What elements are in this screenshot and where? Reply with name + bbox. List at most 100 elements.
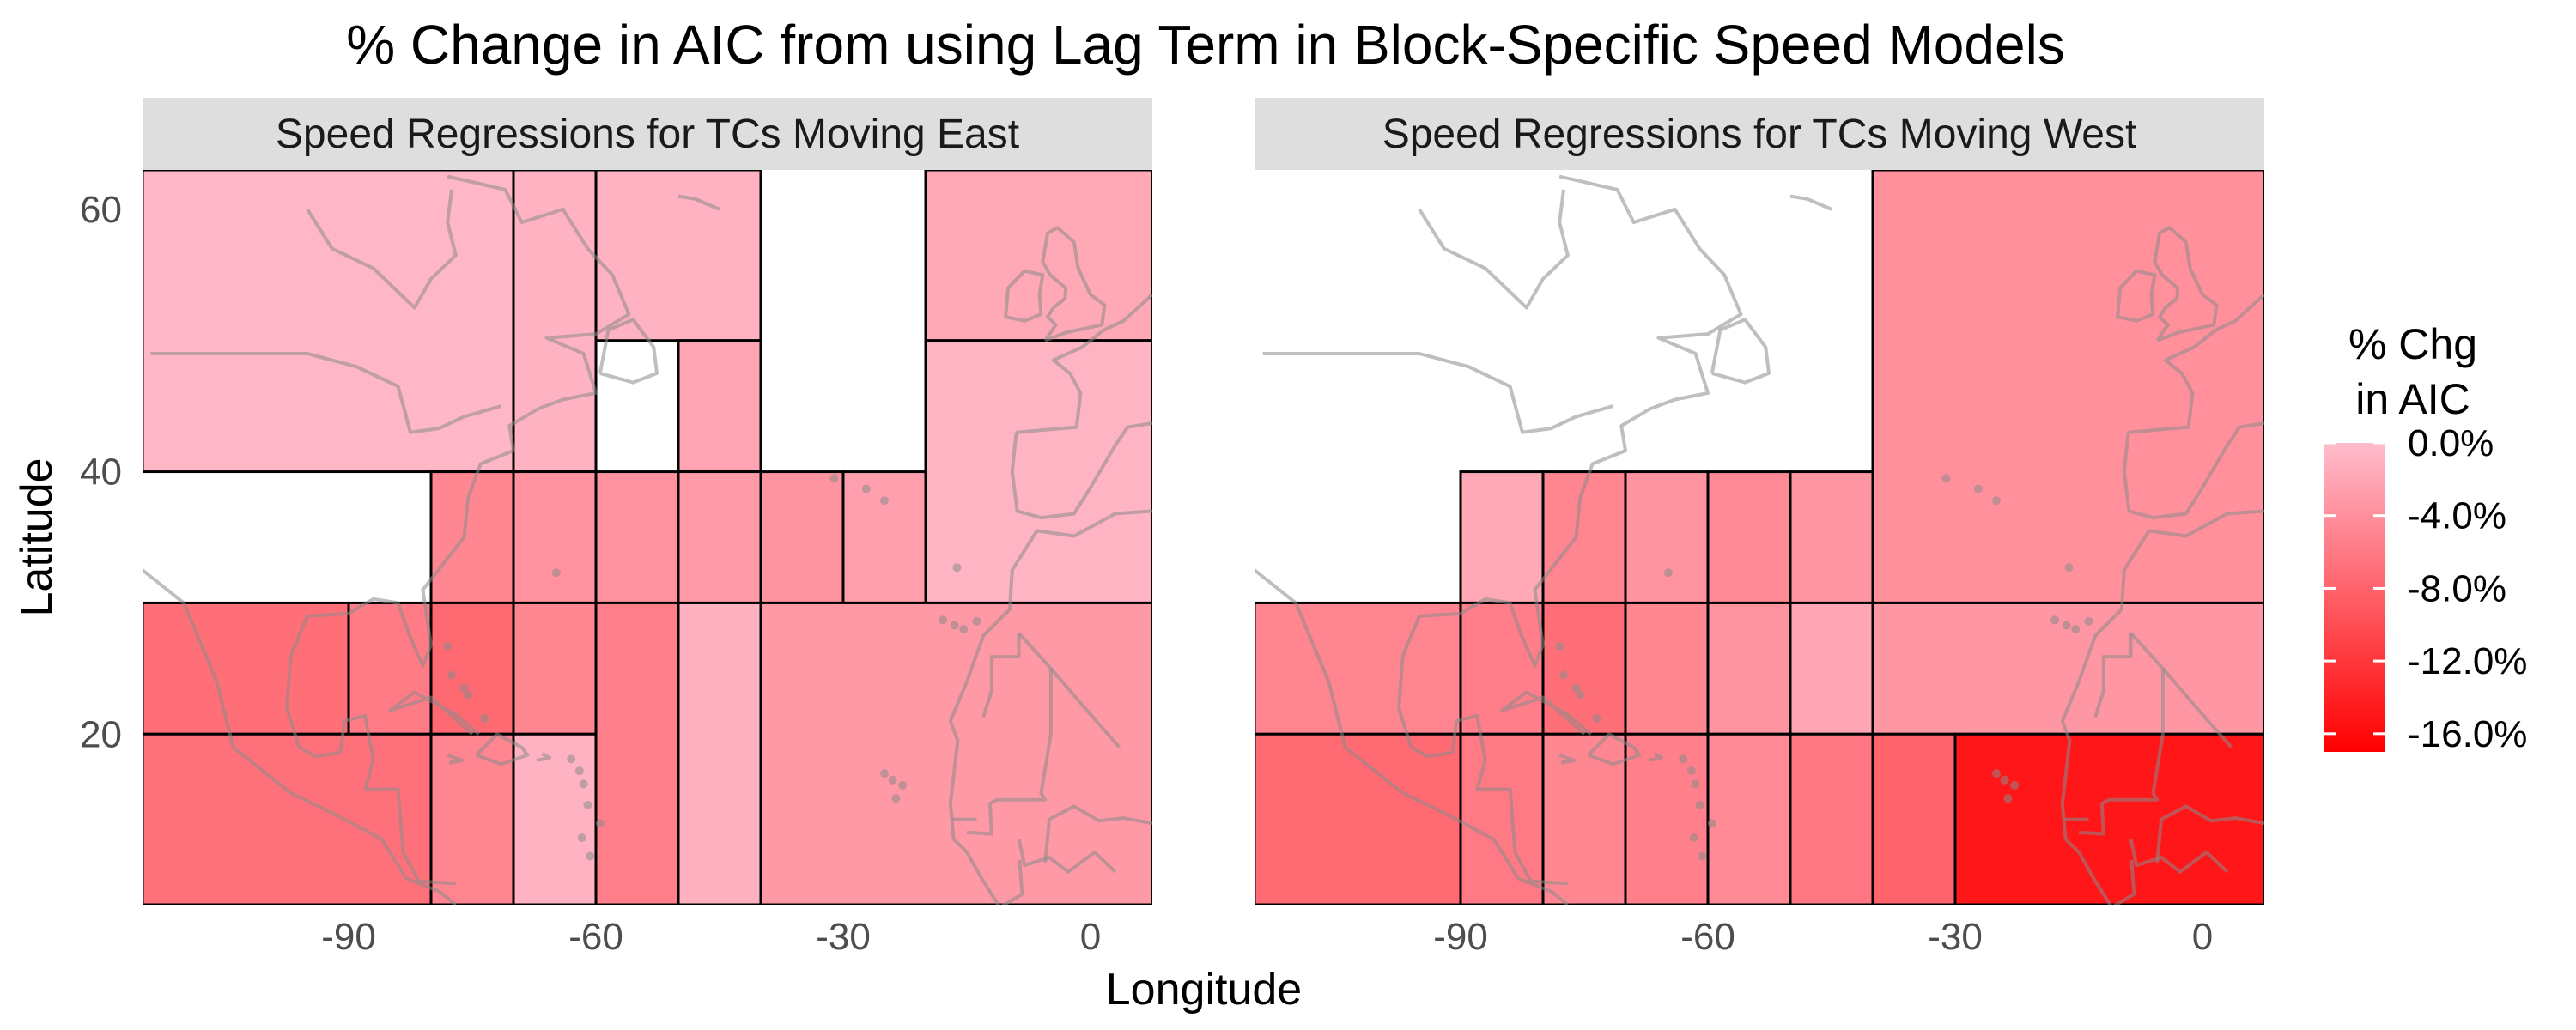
- chart-title: % Change in AIC from using Lag Term in B…: [346, 14, 2065, 76]
- island: [2000, 775, 2009, 785]
- coastline: [1000, 859, 1024, 905]
- basemap-east: [143, 174, 1152, 905]
- legend-colorbar: [2324, 443, 2385, 752]
- x-tick-label: -90: [321, 916, 376, 958]
- island: [1571, 683, 1581, 693]
- panel-west: Speed Regressions for TCs Moving West: [1255, 98, 2264, 905]
- island: [880, 769, 889, 779]
- island: [950, 621, 959, 630]
- island: [579, 779, 588, 789]
- island: [888, 775, 897, 785]
- coastline: [1397, 655, 1568, 886]
- island: [1695, 800, 1704, 809]
- coastline: [2078, 797, 2110, 836]
- island: [959, 625, 969, 633]
- coastline: [2060, 509, 2264, 804]
- island: [577, 833, 586, 843]
- island: [464, 690, 473, 700]
- island: [567, 754, 576, 764]
- coastline: [1049, 667, 1121, 748]
- cells-west: [1255, 170, 2264, 905]
- block-cell: [1789, 470, 1874, 604]
- island: [1992, 496, 2001, 506]
- x-tick-labels: -90 -60 -30 0 -90 -60 -30 0: [321, 916, 2213, 958]
- coastline: [2122, 421, 2264, 520]
- block-cell: [677, 339, 762, 474]
- coastline: [475, 732, 530, 766]
- basemap-west: [1255, 174, 2264, 905]
- block-cell: [1459, 470, 1545, 604]
- island: [891, 794, 901, 803]
- coastline: [948, 509, 1152, 804]
- block-cell: [1624, 732, 1710, 905]
- island: [595, 819, 605, 828]
- legend-title-line1: % Chg: [2348, 320, 2477, 368]
- block-cell: [1789, 601, 1874, 736]
- strip-label-west: Speed Regressions for TCs Moving West: [1382, 112, 2137, 157]
- island: [1698, 851, 1707, 861]
- block-cell: [1871, 732, 1957, 905]
- coastline: [306, 189, 458, 310]
- y-tick-label: 40: [80, 451, 122, 494]
- coastline: [150, 352, 502, 434]
- block-cell: [512, 601, 598, 736]
- coastline: [2108, 632, 2165, 802]
- coastline: [1017, 839, 1117, 874]
- coastline: [1010, 421, 1152, 520]
- cells-east: [143, 170, 1152, 905]
- coastline: [1418, 189, 1570, 310]
- island: [1559, 670, 1568, 680]
- legend: % Chg in AIC 0.0% -4.0% -8.0% -12.0% -16.0%: [2324, 320, 2527, 755]
- island: [480, 713, 489, 723]
- legend-title-line2: in AIC: [2355, 375, 2470, 423]
- coastline: [1262, 352, 1614, 434]
- coastline: [1648, 752, 1664, 762]
- island: [2003, 794, 2013, 803]
- island: [972, 616, 981, 626]
- island: [459, 683, 469, 693]
- block-cell: [1541, 732, 1627, 905]
- block-cell: [924, 339, 1152, 604]
- coastline: [948, 803, 1000, 905]
- block-cell: [1459, 601, 1545, 736]
- x-tick-label: 0: [1080, 916, 1101, 958]
- coastline: [2129, 839, 2229, 874]
- coastline: [2128, 293, 2264, 434]
- coastline: [996, 632, 1053, 802]
- block-cell: [1706, 470, 1792, 604]
- block-cell: [429, 732, 515, 905]
- block-cell: [1706, 732, 1792, 905]
- coastline: [981, 633, 1021, 718]
- block-cell: [1624, 601, 1710, 736]
- coastline: [1041, 226, 1107, 342]
- block-cell: [1871, 170, 2264, 604]
- x-tick-label: -60: [1680, 916, 1735, 958]
- island: [939, 615, 948, 625]
- legend-label: -8.0%: [2408, 567, 2506, 609]
- coastline: [289, 174, 631, 668]
- coastline: [143, 568, 458, 905]
- legend-label: 0.0%: [2408, 422, 2494, 464]
- block-cell: [512, 470, 598, 604]
- x-tick-label: -30: [816, 916, 871, 958]
- legend-label: -12.0%: [2408, 640, 2527, 682]
- block-cell: [1541, 601, 1627, 736]
- coastline: [1043, 804, 1152, 863]
- block-cell: [594, 170, 762, 342]
- island: [1941, 474, 1951, 483]
- x-tick-label: -60: [568, 916, 623, 958]
- coastline: [2155, 804, 2264, 863]
- coastline: [677, 194, 720, 211]
- island: [1555, 641, 1564, 651]
- coastline: [2116, 269, 2157, 323]
- island: [1686, 766, 1696, 776]
- island: [1679, 754, 1688, 764]
- coastline: [2093, 633, 2133, 718]
- block-cell: [759, 470, 845, 604]
- coastline: [536, 752, 552, 762]
- coastline: [2153, 226, 2219, 342]
- island: [1663, 568, 1673, 578]
- block-cell: [1255, 732, 1462, 905]
- island: [2071, 625, 2081, 633]
